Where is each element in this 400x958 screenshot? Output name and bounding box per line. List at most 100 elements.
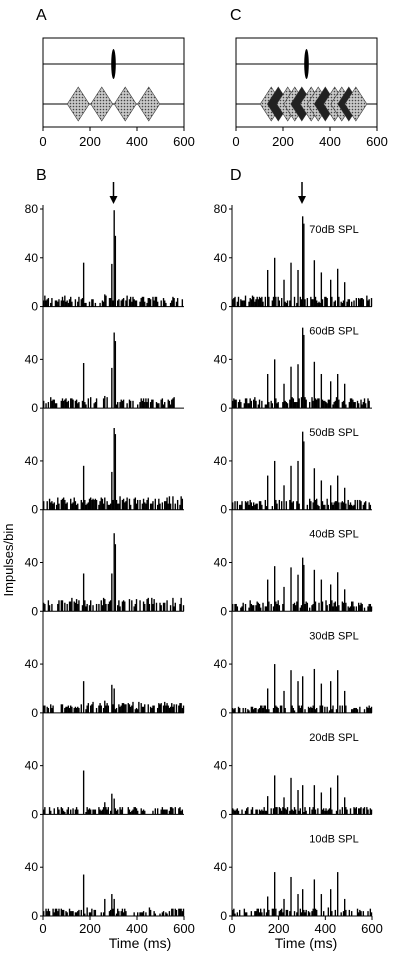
histogram-bin — [159, 602, 161, 612]
histogram-bin — [180, 810, 182, 815]
histogram-bin — [181, 498, 184, 510]
histogram-bin — [296, 912, 298, 916]
histogram-bin — [250, 809, 253, 815]
histogram-bin — [95, 398, 98, 409]
histogram-bin — [268, 709, 270, 713]
histogram-bin — [94, 402, 97, 409]
y-tick-label: 0 — [220, 503, 227, 517]
histogram-bin — [283, 690, 285, 713]
histogram-bin — [43, 705, 45, 713]
histogram-bin — [275, 398, 277, 409]
histogram-bin — [104, 294, 106, 307]
histogram-bin — [352, 506, 354, 510]
histogram-bin — [111, 793, 113, 815]
histogram-bin — [60, 908, 62, 916]
histogram-bin — [95, 707, 98, 713]
histogram-bin — [264, 705, 267, 713]
histogram-bin — [92, 701, 94, 713]
y-tick-label: 0 — [31, 807, 38, 821]
histogram-bin — [99, 501, 101, 510]
histogram-bin — [335, 397, 338, 409]
histogram-bin — [47, 908, 50, 916]
histogram-bin — [137, 404, 139, 409]
histogram-bin — [345, 807, 347, 815]
histogram-bin — [324, 400, 326, 409]
histogram-bin — [236, 606, 239, 612]
y-tick-label: 0 — [220, 909, 227, 923]
histogram-bin — [117, 402, 119, 409]
histogram-bin — [132, 400, 134, 409]
histogram-bin — [139, 301, 141, 307]
histogram-bin — [111, 573, 113, 612]
histogram-bin — [115, 810, 118, 815]
histogram-bin — [338, 502, 340, 510]
histogram-bin — [153, 300, 155, 307]
histogram-bin — [104, 700, 106, 713]
histogram-bin — [128, 809, 131, 815]
histogram-bin — [370, 606, 373, 612]
histogram-bin — [102, 912, 105, 916]
histogram-bin — [249, 600, 251, 612]
histogram-bin — [178, 808, 180, 815]
histogram-bin — [78, 707, 80, 713]
histogram-bin — [120, 399, 122, 409]
histogram-bin — [258, 399, 261, 409]
histogram-bin — [92, 498, 94, 510]
histogram-bin — [139, 499, 141, 510]
histogram-bin — [91, 299, 93, 307]
histogram-bin — [118, 704, 120, 713]
histogram-bin — [86, 603, 88, 612]
histogram-bin — [65, 398, 67, 409]
masker-tone-diamond — [344, 86, 368, 122]
histogram-bin — [90, 397, 92, 409]
histogram-bin — [243, 403, 246, 409]
histogram-bin — [302, 785, 304, 815]
histogram-bin — [351, 301, 353, 307]
histogram-bin — [86, 907, 88, 916]
histogram-bin — [71, 911, 73, 916]
histogram-bin — [298, 398, 300, 409]
histogram-bin — [109, 909, 112, 916]
histogram-bin — [152, 603, 154, 612]
histogram-bin — [293, 296, 296, 307]
y-tick-label: 0 — [31, 300, 38, 314]
histogram-bin — [148, 298, 151, 307]
histogram-bin — [264, 810, 267, 815]
histogram-bin — [277, 707, 279, 713]
histogram-bin — [250, 603, 253, 612]
histogram-bin — [278, 605, 281, 612]
histogram-bin — [152, 705, 154, 713]
histogram-bin — [73, 497, 75, 510]
histogram-bin — [47, 600, 50, 612]
histogram-bin — [365, 403, 367, 409]
histogram-bin — [149, 909, 152, 916]
histogram-bin — [334, 501, 337, 510]
histogram-bin — [45, 908, 47, 916]
histogram-bin — [274, 566, 276, 612]
histogram-bin — [290, 777, 292, 815]
histogram-bin — [281, 705, 283, 713]
histogram-bin — [278, 300, 281, 307]
histogram-bin — [262, 602, 264, 612]
histogram-bin — [356, 499, 359, 510]
histogram-bin — [57, 807, 59, 815]
histogram-bin — [132, 701, 134, 713]
histogram-bin — [108, 504, 111, 510]
histogram-bin — [285, 909, 288, 916]
histogram-bin — [65, 706, 67, 713]
histogram-bin — [128, 599, 131, 612]
histogram-bin — [244, 707, 247, 713]
histogram-bin — [241, 501, 243, 510]
histogram-bin — [160, 300, 162, 307]
y-tick-label: 0 — [31, 909, 38, 923]
histogram-bin — [334, 400, 337, 409]
histogram-bin — [242, 300, 244, 307]
histogram-bin — [134, 300, 137, 307]
histogram-bin — [107, 705, 109, 713]
histogram-bin — [367, 606, 369, 612]
histogram-bin — [293, 710, 296, 713]
histogram-bin — [86, 705, 88, 713]
y-tick-label: 0 — [31, 503, 38, 517]
histogram-bin — [125, 300, 127, 307]
histogram-bin — [249, 298, 251, 307]
